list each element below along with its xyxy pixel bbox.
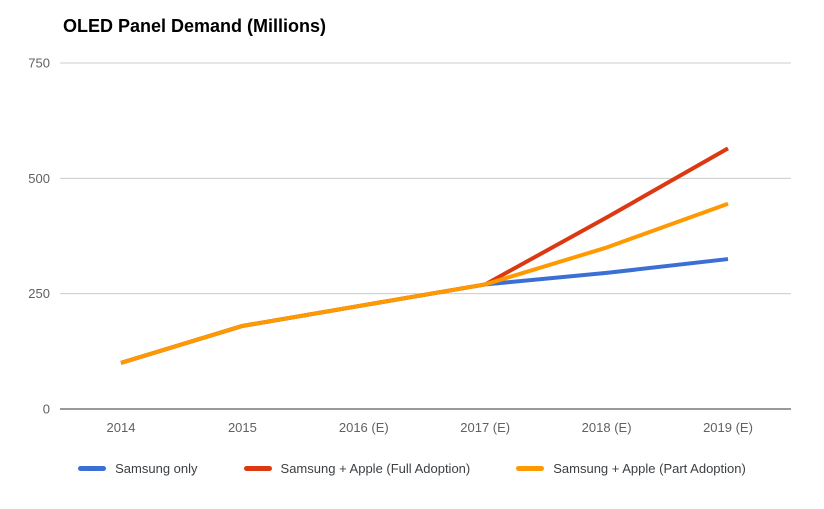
line-chart-plot-area: 0 250 500 750 2014 2015 2016 (E) 2017 (E) 2018 … bbox=[28, 56, 791, 435]
series-line-samsung-only bbox=[120, 257, 729, 365]
chart-legend: Samsung only Samsung + Apple (Full Adopt… bbox=[0, 461, 824, 476]
legend-item-samsung-apple-full-adoption: Samsung + Apple (Full Adoption) bbox=[243, 461, 471, 476]
y-axis-tick-label: 250 bbox=[28, 286, 50, 301]
x-axis-tick-label: 2015 bbox=[228, 420, 257, 435]
legend-item-samsung-apple-part-adoption: Samsung + Apple (Part Adoption) bbox=[516, 461, 746, 476]
legend-swatch-icon bbox=[243, 466, 272, 471]
legend-label: Samsung only bbox=[115, 461, 198, 476]
legend-item-samsung-only: Samsung only bbox=[78, 461, 198, 476]
chart-title: OLED Panel Demand (Millions) bbox=[63, 16, 327, 36]
y-axis-tick-label: 0 bbox=[43, 402, 50, 417]
x-axis-tick-label: 2018 (E) bbox=[582, 420, 632, 435]
y-axis-tick-label: 500 bbox=[28, 171, 50, 186]
x-axis-tick-label: 2014 bbox=[107, 420, 136, 435]
legend-swatch-icon bbox=[78, 466, 107, 471]
x-axis-tick-labels: 2014 2015 2016 (E) 2017 (E) 2018 (E) 2019 (E) bbox=[107, 420, 753, 435]
legend-label: Samsung + Apple (Part Adoption) bbox=[553, 461, 746, 476]
gridlines bbox=[60, 62, 791, 410]
legend-label: Samsung + Apple (Full Adoption) bbox=[280, 461, 471, 476]
x-axis-tick-label: 2016 (E) bbox=[339, 420, 389, 435]
y-axis-tick-label: 750 bbox=[28, 56, 50, 71]
series-line-samsung-apple-part-adoption bbox=[120, 201, 729, 365]
legend-swatch-icon bbox=[516, 466, 545, 471]
series-lines bbox=[120, 146, 729, 365]
x-axis-tick-label: 2017 (E) bbox=[460, 420, 510, 435]
y-axis-tick-labels: 0 250 500 750 bbox=[28, 56, 50, 417]
series-line-samsung-apple-full-adoption bbox=[120, 146, 729, 365]
x-axis-tick-label: 2019 (E) bbox=[703, 420, 753, 435]
